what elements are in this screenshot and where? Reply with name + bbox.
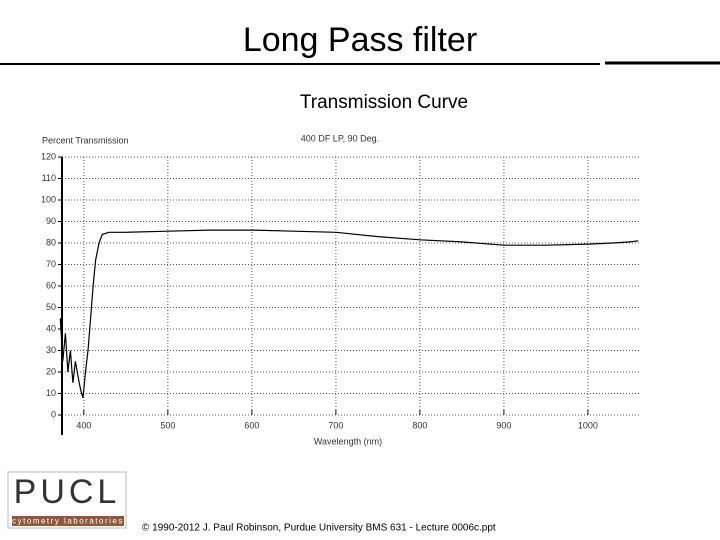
- logo-band: [12, 516, 124, 526]
- y-tick-label: 50: [46, 302, 56, 312]
- chart-title: 400 DF LP, 90 Deg.: [301, 133, 379, 143]
- x-tick-label: 500: [160, 420, 175, 430]
- logo-tagline: cytometry laboratories: [12, 517, 124, 526]
- y-axis-label: Percent Transmission: [42, 135, 129, 145]
- y-tick-label: 100: [41, 194, 56, 204]
- plot: 0 10 20 30 40 50 60 70 80 90 100 110 120 400 500 600 700…: [41, 151, 640, 435]
- y-tick-label: 120: [41, 151, 56, 161]
- x-tick-label: 600: [244, 420, 259, 430]
- y-tick-label: 60: [46, 280, 56, 290]
- x-tick-label: 900: [496, 420, 511, 430]
- y-tick-label: 10: [46, 388, 56, 398]
- y-tick-label: 20: [46, 366, 56, 376]
- y-tick-label: 30: [46, 345, 56, 355]
- x-tick-label: 700: [328, 420, 343, 430]
- slide-subtitle: Transmission Curve: [300, 92, 468, 113]
- y-tick-label: 90: [46, 216, 56, 226]
- slide-title: Long Pass filter: [243, 21, 477, 59]
- y-tick-label: 110: [42, 173, 56, 183]
- y-tick-label: 0: [51, 409, 56, 419]
- footer: © 1990-2012 J. Paul Robinson, Purdue Uni…: [142, 523, 496, 534]
- y-tick-label: 70: [46, 259, 56, 269]
- x-tick-label: 400: [76, 420, 91, 430]
- transmission-line: [59, 229, 639, 398]
- x-tick-label: 800: [412, 420, 427, 430]
- y-tick-label: 40: [46, 323, 56, 333]
- x-axis-label: Wavelength (nm): [314, 436, 382, 446]
- logo: PUCL: [14, 473, 121, 511]
- x-tick-label: 1000: [578, 420, 598, 430]
- y-tick-label: 80: [46, 237, 56, 247]
